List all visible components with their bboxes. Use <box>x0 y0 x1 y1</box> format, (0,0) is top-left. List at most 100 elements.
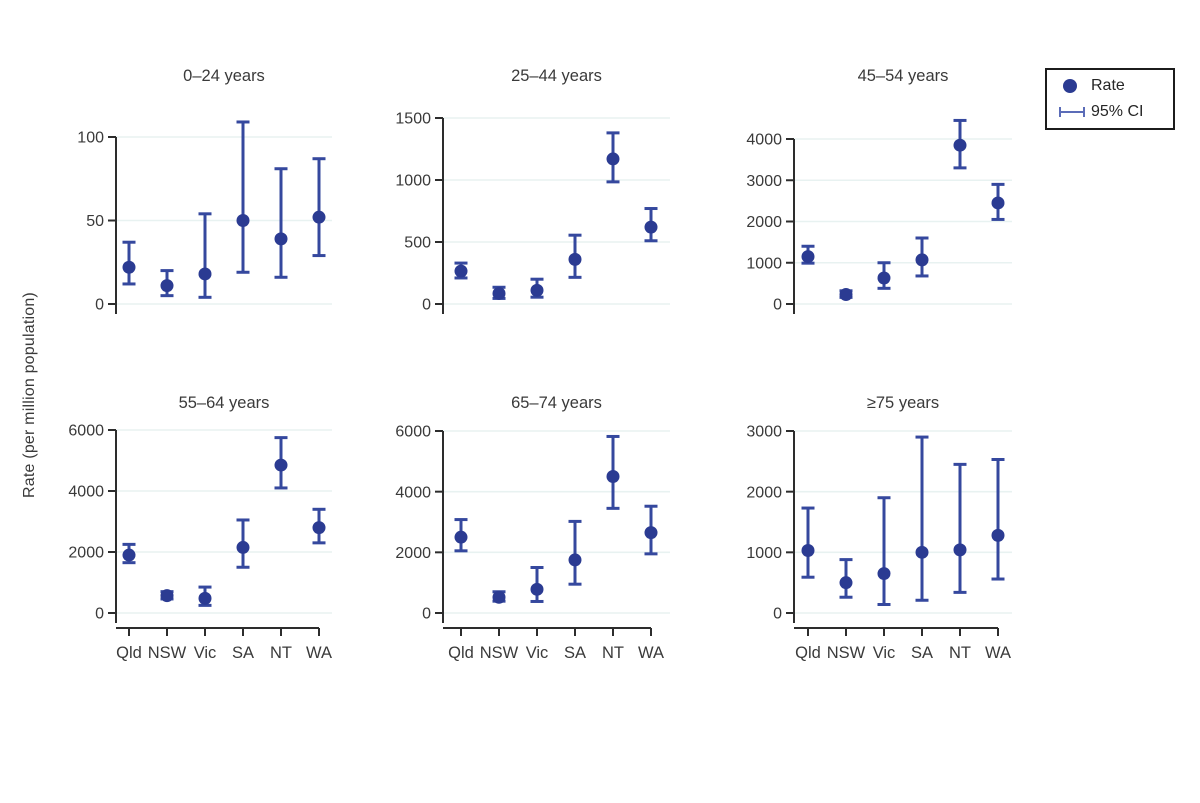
rate-point <box>198 591 212 605</box>
panel-title: 25–44 years <box>511 67 602 85</box>
rate-point <box>953 138 967 152</box>
rate-point <box>644 526 658 540</box>
rate-point <box>877 271 891 285</box>
x-tick-label: NT <box>949 644 971 662</box>
rate-point <box>312 210 326 224</box>
x-tick-label: Qld <box>116 644 142 662</box>
y-tick-label: 4000 <box>746 132 782 149</box>
rate-point <box>198 267 212 281</box>
y-tick-label: 1000 <box>746 545 782 562</box>
rate-point <box>160 279 174 293</box>
x-tick-label: Vic <box>873 644 896 662</box>
legend: Rate 95% CI <box>1045 68 1175 130</box>
y-tick-label: 3000 <box>746 173 782 190</box>
y-tick-label: 100 <box>77 130 104 147</box>
legend-ci-label: 95% CI <box>1091 103 1144 121</box>
rate-point <box>877 567 891 581</box>
panel-55–64-years: 0 2000 4000 6000 55–64 years Qld NSW Vic SA NT WA <box>68 394 332 662</box>
panel-25–44-years: 0 500 1000 1500 25–44 years <box>395 67 670 314</box>
rate-point <box>839 576 853 590</box>
panel-title: 0–24 years <box>183 67 265 85</box>
error-bar-icon <box>1057 105 1091 119</box>
y-tick-label: 0 <box>422 297 431 314</box>
y-tick-label: 1000 <box>395 173 431 190</box>
rate-point <box>606 152 620 166</box>
rate-point <box>839 288 853 302</box>
rate-point <box>530 283 544 297</box>
y-axis-label: Rate (per million population) <box>21 292 38 498</box>
rate-point <box>606 470 620 483</box>
y-tick-label: 0 <box>95 297 104 314</box>
panel-title: 55–64 years <box>179 394 270 412</box>
x-tick-label: NSW <box>827 644 866 662</box>
rate-point <box>915 545 929 559</box>
y-tick-label: 2000 <box>68 545 104 562</box>
y-tick-label: 4000 <box>68 484 104 501</box>
panel-45–54-years: 0 1000 2000 3000 4000 45–54 years <box>746 67 1012 314</box>
y-tick-label: 0 <box>422 606 431 623</box>
rate-point <box>236 540 250 554</box>
y-tick-label: 0 <box>773 297 782 314</box>
rate-point <box>274 458 288 472</box>
legend-rate-label: Rate <box>1091 76 1125 94</box>
x-tick-label: NSW <box>480 644 519 662</box>
y-tick-label: 4000 <box>395 484 431 501</box>
x-tick-label: WA <box>306 644 332 662</box>
x-tick-label: SA <box>564 644 586 662</box>
y-tick-label: 1500 <box>395 111 431 128</box>
y-tick-label: 6000 <box>68 423 104 440</box>
y-tick-label: 1000 <box>746 255 782 272</box>
rate-point <box>568 553 582 567</box>
rate-point <box>454 264 468 278</box>
panel-0–24-years: 0 50 100 0–24 years <box>77 67 332 314</box>
y-tick-label: 3000 <box>746 424 782 441</box>
y-tick-label: 500 <box>404 235 431 252</box>
panel-title: 45–54 years <box>858 67 949 85</box>
rate-point <box>991 528 1005 542</box>
rate-point <box>454 530 468 544</box>
rate-point <box>801 544 815 558</box>
y-tick-label: 0 <box>773 606 782 623</box>
rate-point <box>492 590 506 604</box>
x-tick-label: Qld <box>795 644 821 662</box>
rate-point <box>991 196 1005 210</box>
rate-point <box>236 214 250 227</box>
y-tick-label: 6000 <box>395 424 431 441</box>
x-tick-label: NT <box>602 644 624 662</box>
rate-point <box>274 232 288 246</box>
x-tick-label: SA <box>232 644 254 662</box>
rate-point <box>160 589 174 603</box>
x-tick-label: NT <box>270 644 292 662</box>
x-tick-label: NSW <box>148 644 187 662</box>
panel-title: 65–74 years <box>511 394 602 412</box>
y-tick-label: 2000 <box>746 214 782 231</box>
rate-point <box>312 521 326 535</box>
y-tick-label: 2000 <box>746 484 782 501</box>
y-tick-label: 0 <box>95 606 104 623</box>
y-tick-label: 50 <box>86 213 104 230</box>
legend-row-ci: 95% CI <box>1057 99 1173 125</box>
x-tick-label: Qld <box>448 644 474 662</box>
rate-point <box>122 260 136 274</box>
x-tick-label: WA <box>638 644 664 662</box>
y-tick-label: 2000 <box>395 545 431 562</box>
rate-point <box>530 582 544 596</box>
rate-point <box>953 543 967 557</box>
panel-≥75-years: 0 1000 2000 3000 ≥75 years Qld NSW Vic SA NT WA <box>746 394 1012 662</box>
rate-point <box>492 286 506 300</box>
x-tick-label: Vic <box>526 644 549 662</box>
rate-point <box>915 253 929 267</box>
rate-point <box>644 220 658 234</box>
x-tick-label: Vic <box>194 644 217 662</box>
rate-point <box>568 252 582 266</box>
panel-title: ≥75 years <box>867 394 939 412</box>
rate-point-icon <box>1057 78 1091 93</box>
panel-65–74-years: 0 2000 4000 6000 65–74 years Qld NSW Vic SA NT WA <box>395 394 670 662</box>
legend-row-rate: Rate <box>1057 73 1173 99</box>
x-tick-label: SA <box>911 644 933 662</box>
rate-point <box>122 548 136 562</box>
rate-point <box>801 250 815 264</box>
x-tick-label: WA <box>985 644 1011 662</box>
